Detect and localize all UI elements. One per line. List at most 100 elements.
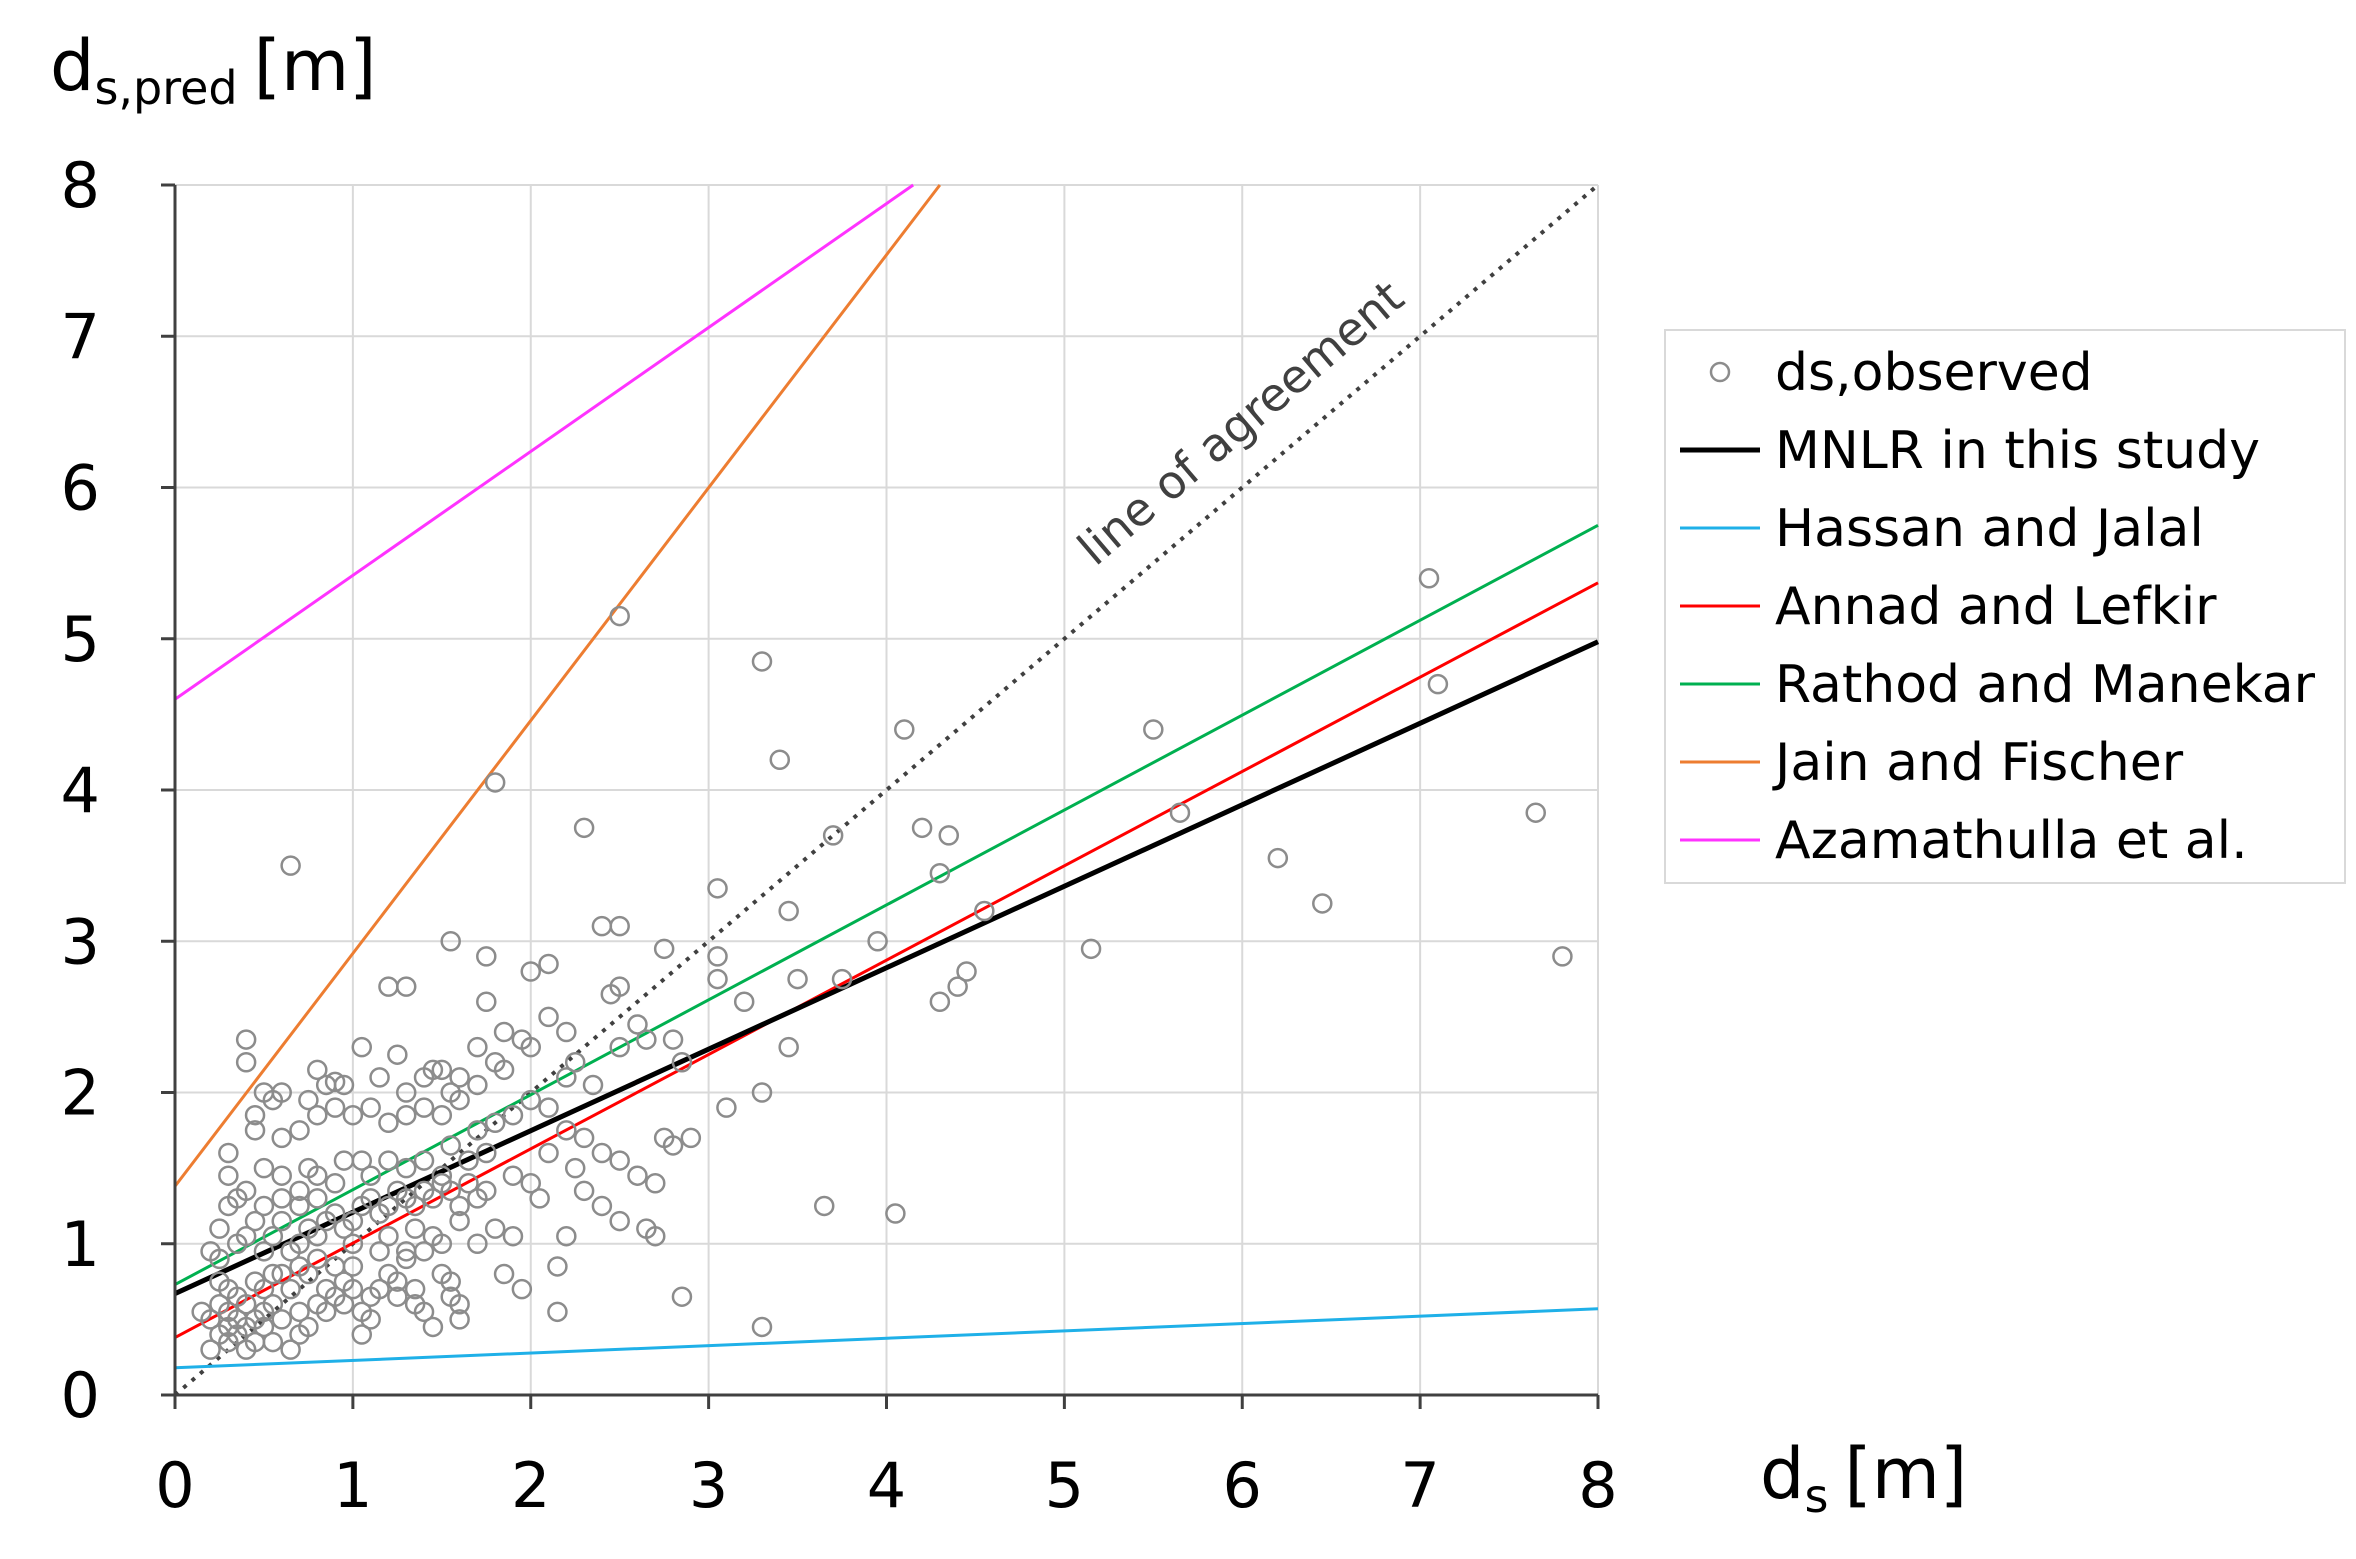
data-point-92 (671, 1286, 693, 1307)
legend-label-mnlr: MNLR in this study (1775, 421, 2260, 481)
data-point-75 (929, 991, 951, 1012)
data-point-66 (778, 1036, 799, 1058)
data-point-240 (333, 1294, 355, 1315)
data-point-171 (378, 1112, 399, 1133)
y-tick-label-8: 8 (61, 149, 100, 222)
data-point-245 (253, 1195, 275, 1217)
data-point-88 (484, 772, 506, 793)
data-point-64 (778, 900, 799, 922)
tick-labels: 0 1 2 3 4 5 6 7 8 0 1 2 3 4 5 6 7 8 (61, 149, 1618, 1522)
data-point-71 (911, 817, 933, 839)
data-point-252 (200, 1339, 221, 1360)
y-tick-label-4: 4 (61, 754, 100, 827)
data-point-42 (440, 931, 461, 952)
legend-marker-observed (1709, 361, 1731, 383)
data-point-130 (413, 1301, 435, 1323)
data-point-79 (1143, 719, 1164, 740)
legend-label-observed: ds,observed (1775, 343, 2093, 403)
data-point-138 (244, 1210, 266, 1232)
data-point-45 (538, 953, 559, 975)
legend-label-annad: Annad and Lefkir (1775, 577, 2217, 637)
data-point-140 (262, 1225, 284, 1247)
data-point-97 (493, 1263, 515, 1285)
jain-line (173, 184, 942, 1188)
y-tick-label-3: 3 (61, 905, 100, 978)
data-point-34 (431, 1059, 453, 1081)
data-point-210 (564, 1052, 586, 1073)
data-point-50 (609, 915, 630, 937)
data-point-99 (209, 1248, 230, 1270)
data-point-89 (813, 1195, 835, 1217)
data-point-221 (395, 1241, 417, 1262)
data-point-188 (662, 1135, 684, 1156)
data-point-46 (538, 1006, 559, 1028)
data-point-90 (885, 1203, 906, 1224)
data-point-37 (467, 1036, 488, 1058)
data-point-141 (271, 1210, 292, 1232)
data-point-224 (369, 1241, 390, 1262)
x-tick-label-5: 5 (1045, 1449, 1084, 1522)
legend-label-jain: Jain and Fischer (1772, 733, 2184, 793)
hassan-line (174, 1307, 1599, 1370)
data-point-55 (653, 938, 675, 960)
data-point-10 (298, 1089, 319, 1111)
data-point-237 (280, 1278, 301, 1300)
data-point-93 (556, 1225, 577, 1247)
data-point-123 (360, 1309, 381, 1330)
data-point-145 (307, 1225, 328, 1247)
data-point-3 (244, 1104, 266, 1126)
data-point-72 (929, 862, 951, 884)
data-point-61 (733, 991, 755, 1012)
data-point-189 (680, 1127, 702, 1149)
data-point-84 (1427, 673, 1449, 695)
x-tick-label-2: 2 (511, 1449, 550, 1522)
data-point-53 (609, 1036, 630, 1058)
data-point-74 (974, 900, 995, 922)
data-point-52 (609, 976, 630, 997)
data-point-21 (351, 1150, 373, 1171)
data-point-36 (449, 1067, 470, 1088)
data-point-58 (707, 878, 728, 899)
data-point-223 (378, 1225, 399, 1247)
data-point-214 (449, 1210, 470, 1232)
data-point-166 (289, 1120, 310, 1141)
data-point-67 (822, 825, 844, 846)
data-point-24 (395, 1157, 417, 1179)
data-point-156 (404, 1195, 426, 1217)
data-point-47 (556, 1021, 577, 1043)
data-point-172 (395, 1104, 417, 1126)
data-point-133 (440, 1271, 461, 1292)
rathod-line (174, 523, 1599, 1286)
x-tick-label-7: 7 (1400, 1449, 1439, 1522)
data-point-243 (218, 1195, 239, 1217)
data-point-95 (547, 1301, 568, 1323)
data-point-225 (342, 1233, 364, 1254)
data-point-229 (271, 1263, 292, 1285)
data-point-213 (582, 1074, 604, 1096)
data-point-184 (609, 1150, 630, 1171)
data-point-199 (609, 1210, 630, 1232)
data-point-114 (280, 1339, 301, 1360)
data-point-81 (1267, 847, 1289, 869)
data-point-25 (413, 1150, 435, 1171)
data-point-211 (627, 1014, 648, 1035)
data-point-238 (298, 1263, 319, 1285)
axes (161, 183, 1600, 1409)
data-point-11 (244, 1120, 266, 1141)
data-point-77 (956, 961, 977, 982)
data-point-258 (440, 1286, 461, 1307)
data-point-168 (324, 1097, 346, 1118)
x-tick-label-8: 8 (1578, 1449, 1617, 1522)
y-tick-label-2: 2 (61, 1057, 100, 1130)
data-point-196 (564, 1157, 586, 1179)
x-tick-label-1: 1 (333, 1449, 372, 1522)
data-point-2 (235, 1052, 257, 1073)
x-tick-label-0: 0 (155, 1449, 194, 1522)
y-tick-label-6: 6 (61, 452, 100, 525)
data-point-137 (235, 1225, 257, 1247)
data-point-44 (520, 961, 541, 982)
data-point-128 (395, 1248, 417, 1270)
data-point-1 (235, 1029, 257, 1050)
data-point-185 (627, 1165, 648, 1186)
